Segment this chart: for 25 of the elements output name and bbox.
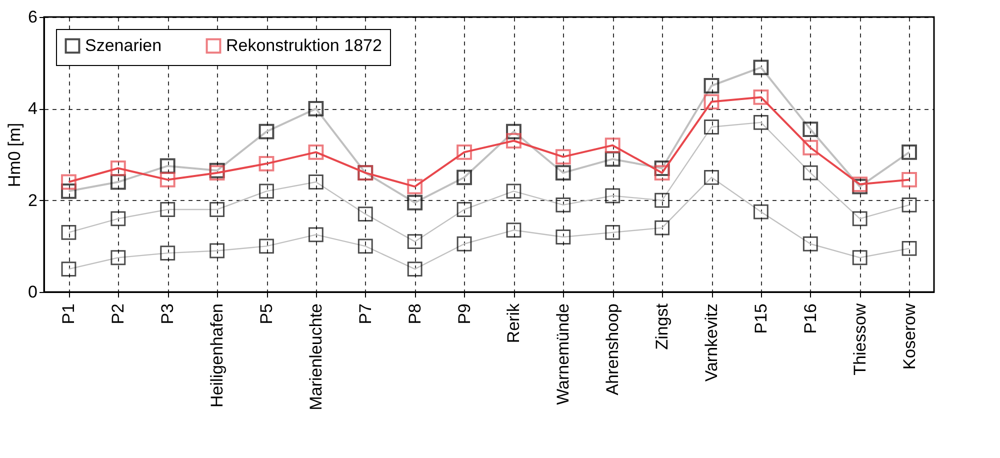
x-tick-label: P8: [405, 304, 424, 324]
x-tick-label: Zingst: [652, 303, 672, 350]
x-tick-label: Varnkevitz: [702, 304, 721, 382]
x-tick-label: P3: [158, 304, 178, 324]
x-tick-label: Warnemünde: [554, 304, 573, 405]
x-tick-label: Rerik: [504, 303, 524, 344]
x-tick-label: P1: [59, 304, 78, 324]
x-tick-label: Marienleuchte: [306, 304, 326, 410]
y-tick-label: 4: [28, 99, 38, 118]
x-tick-label: P16: [800, 304, 820, 334]
x-tick-label: Ahrenshoop: [603, 304, 622, 396]
x-tick-label: P9: [454, 304, 474, 324]
x-tick-label: P15: [751, 304, 770, 334]
y-tick-label: 0: [28, 282, 38, 302]
legend-label: Szenarien: [85, 36, 162, 55]
y-tick-label: 6: [28, 8, 38, 26]
legend-label: Rekonstruktion 1872: [226, 36, 382, 55]
y-axis-title: Hm0 [m]: [5, 122, 24, 188]
x-tick-label: P2: [108, 304, 128, 324]
x-tick-label: P5: [257, 304, 276, 324]
x-tick-label: P7: [356, 304, 375, 324]
x-tick-label: Heiligenhafen: [208, 304, 227, 408]
x-tick-label: Koserow: [900, 302, 919, 370]
x-tick-label: Thiessow: [850, 302, 870, 376]
y-tick-label: 2: [28, 190, 38, 210]
